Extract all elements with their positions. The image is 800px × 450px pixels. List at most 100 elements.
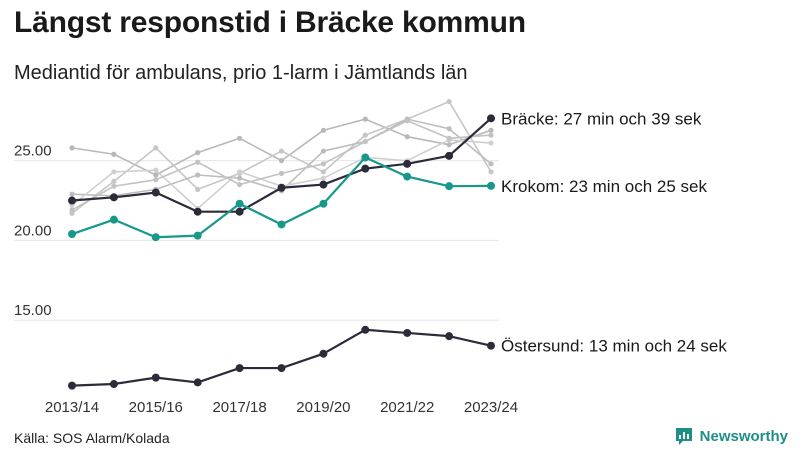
data-point	[403, 159, 412, 168]
data-point	[151, 233, 160, 242]
data-point	[153, 177, 159, 183]
series-background	[69, 118, 494, 213]
data-point	[68, 196, 76, 205]
data-point	[361, 164, 370, 173]
data-point	[237, 135, 243, 141]
data-point	[69, 191, 75, 197]
data-point	[153, 145, 159, 151]
series-end-label: Östersund: 13 min och 24 sek	[501, 337, 727, 356]
data-point	[111, 151, 117, 157]
series-highlight	[68, 325, 495, 390]
data-point	[445, 151, 454, 160]
data-point	[278, 158, 285, 164]
y-tick-label: 20.00	[14, 222, 52, 239]
data-point	[319, 349, 328, 358]
x-tick-label: 2021/22	[380, 399, 434, 416]
data-point	[488, 140, 494, 146]
data-point	[487, 341, 495, 350]
data-point	[277, 220, 286, 229]
data-point	[195, 172, 201, 178]
data-point	[446, 135, 452, 141]
data-point	[193, 207, 202, 216]
data-point	[277, 364, 286, 373]
data-point	[195, 159, 201, 165]
series-highlight	[68, 153, 495, 242]
chart-title: Längst responstid i Bräcke kommun	[14, 6, 526, 39]
data-point	[487, 114, 495, 123]
chart-subtitle: Mediantid för ambulans, prio 1-larm i Jä…	[14, 62, 468, 84]
x-tick-label: 2015/16	[129, 399, 183, 416]
series-line	[71, 118, 492, 176]
data-point	[68, 381, 76, 390]
data-point	[237, 175, 243, 181]
data-point	[403, 172, 412, 181]
data-point	[362, 116, 368, 122]
source-note: Källa: SOS Alarm/Kolada	[14, 430, 170, 446]
data-point	[362, 132, 368, 138]
newsworthy-logo-icon	[675, 428, 692, 445]
data-point	[320, 169, 326, 175]
series-highlight	[68, 114, 495, 216]
data-point	[319, 180, 328, 189]
data-point	[403, 328, 412, 337]
data-point	[488, 132, 494, 138]
x-tick-label: 2013/14	[45, 399, 99, 416]
data-point	[153, 167, 159, 173]
data-point	[278, 170, 285, 176]
data-point	[362, 138, 368, 145]
data-point	[69, 207, 75, 213]
data-point	[446, 126, 452, 132]
data-point	[445, 182, 454, 191]
data-point	[153, 172, 159, 178]
data-point	[361, 153, 370, 162]
data-point	[237, 169, 243, 175]
y-tick-label: 25.00	[14, 143, 52, 160]
data-point	[319, 199, 328, 208]
data-point	[109, 193, 118, 202]
data-point	[151, 188, 160, 197]
data-point	[488, 127, 494, 133]
data-point	[487, 181, 495, 190]
data-point	[111, 169, 117, 175]
data-point	[193, 378, 202, 387]
brand-logo: Newsworthy	[674, 426, 788, 446]
y-tick-label: 15.00	[14, 302, 52, 319]
data-point	[151, 373, 160, 382]
x-tick-label: 2017/18	[212, 399, 266, 416]
data-point	[404, 134, 410, 140]
data-point	[361, 325, 370, 334]
series-line	[71, 328, 492, 387]
series-line	[71, 100, 492, 214]
data-point	[237, 181, 243, 188]
data-point	[277, 183, 286, 192]
data-point	[445, 332, 454, 341]
data-point	[235, 364, 244, 373]
x-tick-label: 2023/24	[464, 399, 518, 416]
data-point	[320, 127, 326, 133]
data-point	[278, 148, 285, 154]
data-point	[109, 380, 118, 389]
data-point	[68, 230, 76, 239]
series-end-label: Krokom: 23 min och 25 sek	[501, 177, 707, 196]
data-point	[193, 231, 202, 240]
brand-name: Newsworthy	[699, 427, 788, 445]
data-point	[111, 178, 117, 184]
series-end-label: Bräcke: 27 min och 39 sek	[501, 109, 702, 128]
data-point	[109, 215, 118, 224]
data-point	[235, 199, 244, 208]
data-point	[195, 186, 201, 192]
data-point	[111, 183, 117, 189]
data-point	[404, 118, 410, 124]
data-point	[488, 169, 494, 175]
data-point	[488, 161, 494, 167]
data-point	[195, 150, 201, 156]
x-tick-label: 2019/20	[296, 399, 350, 416]
series-background	[69, 116, 494, 178]
data-point	[235, 207, 244, 216]
data-point	[446, 98, 452, 105]
series-background	[69, 98, 494, 216]
data-point	[446, 142, 452, 148]
data-point	[69, 145, 75, 151]
data-point	[320, 148, 326, 154]
